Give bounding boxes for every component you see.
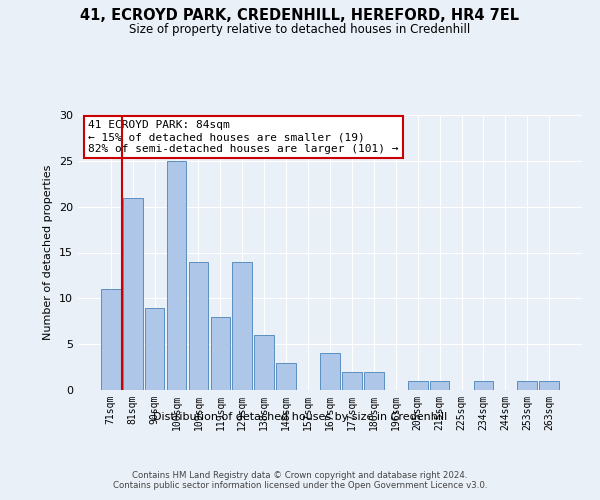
Bar bbox=[430, 381, 449, 390]
Bar bbox=[408, 381, 428, 390]
Text: Contains HM Land Registry data © Crown copyright and database right 2024.
Contai: Contains HM Land Registry data © Crown c… bbox=[113, 470, 487, 490]
Text: 41 ECROYD PARK: 84sqm
← 15% of detached houses are smaller (19)
82% of semi-deta: 41 ECROYD PARK: 84sqm ← 15% of detached … bbox=[88, 120, 398, 154]
Bar bbox=[232, 262, 252, 390]
Y-axis label: Number of detached properties: Number of detached properties bbox=[43, 165, 53, 340]
Bar bbox=[123, 198, 143, 390]
Bar bbox=[539, 381, 559, 390]
Bar bbox=[145, 308, 164, 390]
Bar bbox=[167, 161, 187, 390]
Bar bbox=[211, 316, 230, 390]
Bar bbox=[188, 262, 208, 390]
Text: Size of property relative to detached houses in Credenhill: Size of property relative to detached ho… bbox=[130, 22, 470, 36]
Bar bbox=[517, 381, 537, 390]
Text: 41, ECROYD PARK, CREDENHILL, HEREFORD, HR4 7EL: 41, ECROYD PARK, CREDENHILL, HEREFORD, H… bbox=[80, 8, 520, 22]
Bar bbox=[342, 372, 362, 390]
Bar bbox=[320, 354, 340, 390]
Bar bbox=[276, 362, 296, 390]
Bar bbox=[254, 335, 274, 390]
Bar bbox=[364, 372, 384, 390]
Bar bbox=[473, 381, 493, 390]
Bar bbox=[101, 289, 121, 390]
Text: Distribution of detached houses by size in Credenhill: Distribution of detached houses by size … bbox=[153, 412, 447, 422]
